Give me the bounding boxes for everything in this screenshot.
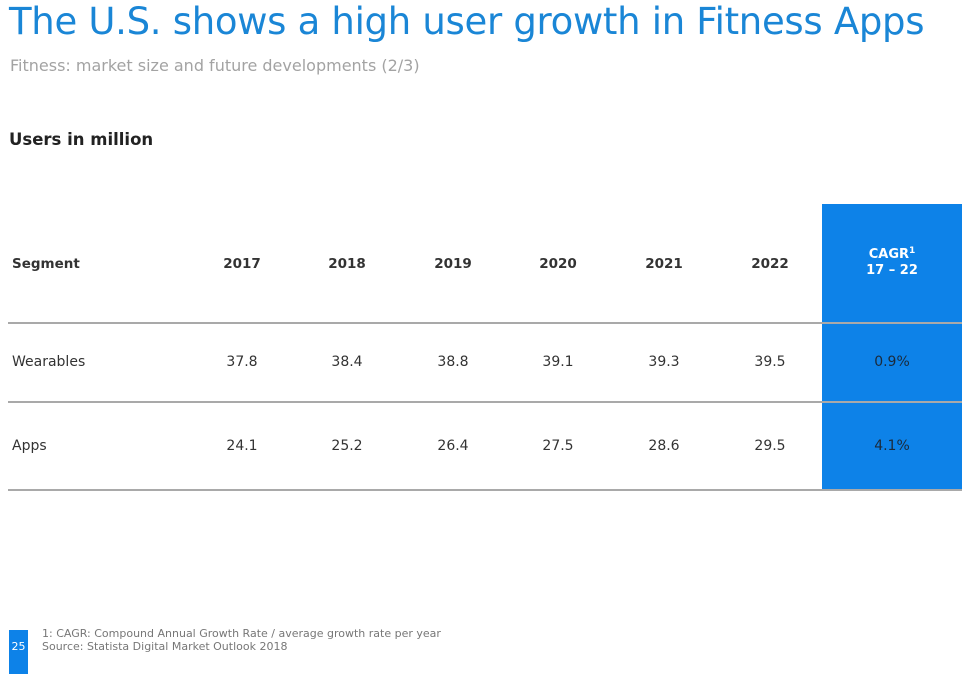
row-segment-label: Wearables — [12, 354, 86, 370]
table-cell: 25.2 — [331, 438, 363, 454]
table-cell: 24.1 — [226, 438, 258, 454]
unit-label: Users in million — [9, 130, 154, 149]
year-header: 2018 — [328, 256, 366, 272]
cagr-footnote-marker: 1 — [909, 246, 916, 256]
source-note: Source: Statista Digital Market Outlook … — [42, 640, 288, 653]
row-segment-label: Apps — [12, 438, 47, 454]
table-cell: 28.6 — [648, 438, 680, 454]
header-divider — [8, 322, 962, 324]
table-cell: 39.1 — [542, 354, 574, 370]
cagr-value: 0.9% — [874, 354, 910, 370]
cagr-header: CAGR1 17 – 22 — [822, 247, 962, 279]
cagr-footnote: 1: CAGR: Compound Annual Growth Rate / a… — [42, 627, 441, 640]
year-header: 2020 — [539, 256, 577, 272]
year-header: 2021 — [645, 256, 683, 272]
table-cell: 38.8 — [437, 354, 469, 370]
table-cell: 27.5 — [542, 438, 574, 454]
table-cell: 37.8 — [226, 354, 258, 370]
table-cell: 39.3 — [648, 354, 680, 370]
table-cell: 38.4 — [331, 354, 363, 370]
year-header: 2017 — [223, 256, 261, 272]
page-subtitle: Fitness: market size and future developm… — [10, 56, 420, 75]
row-divider — [8, 401, 962, 403]
page-number-badge: 25 — [9, 630, 28, 674]
table-cell: 39.5 — [754, 354, 786, 370]
table-cell: 26.4 — [437, 438, 469, 454]
year-header: 2022 — [751, 256, 789, 272]
cagr-header-range: 17 – 22 — [866, 263, 918, 278]
cagr-header-label: CAGR — [868, 247, 910, 262]
year-header: 2019 — [434, 256, 472, 272]
table-bottom-rule — [8, 489, 962, 491]
cagr-column-band — [822, 204, 962, 490]
segment-header: Segment — [12, 256, 80, 272]
cagr-value: 4.1% — [874, 438, 910, 454]
page-title: The U.S. shows a high user growth in Fit… — [9, 0, 925, 43]
table-cell: 29.5 — [754, 438, 786, 454]
